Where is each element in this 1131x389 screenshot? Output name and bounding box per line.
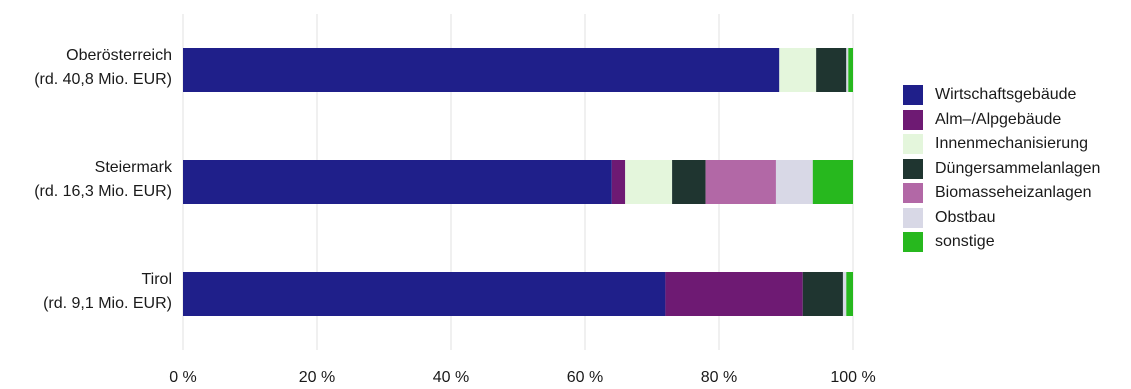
bar-segment <box>842 272 847 316</box>
legend-swatch <box>903 134 923 155</box>
legend-item: Düngersammelanlagen <box>903 157 1100 182</box>
bar-segments <box>183 48 853 316</box>
bar-segment <box>812 160 853 204</box>
bar-segment <box>183 272 666 316</box>
x-tick-labels: 0 % 20 % 40 % 60 % 80 % 100 % <box>169 369 875 386</box>
bar-segment <box>802 272 843 316</box>
legend-item: Wirtschaftsgebäude <box>903 83 1100 108</box>
legend-item: Alm–/Alpgebäude <box>903 108 1100 133</box>
legend-label: Innenmechanisierung <box>935 135 1088 153</box>
legend-item: Obstbau <box>903 206 1100 231</box>
bar-segment <box>848 48 853 92</box>
legend-swatch <box>903 109 923 130</box>
legend-item: sonstige <box>903 230 1100 255</box>
legend-label: Obstbau <box>935 208 996 226</box>
category-label: Tirol (rd. 9,1 Mio. EUR) <box>2 268 172 316</box>
bar-segment <box>816 48 847 92</box>
x-tick-label: 20 % <box>299 369 335 386</box>
bar-segment <box>672 160 706 204</box>
x-tick-label: 80 % <box>701 369 737 386</box>
bar-segment <box>183 48 780 92</box>
category-amount: (rd. 9,1 Mio. EUR) <box>43 295 172 312</box>
bar-segment <box>779 48 817 92</box>
legend-label: Alm–/Alpgebäude <box>935 110 1062 128</box>
bar-segment <box>705 160 776 204</box>
legend-label: Düngersammelanlagen <box>935 159 1101 177</box>
x-tick-label: 100 % <box>830 369 875 386</box>
legend-item: Biomasseheizanlagen <box>903 181 1100 206</box>
bar-segment <box>775 160 813 204</box>
category-amount: (rd. 40,8 Mio. EUR) <box>34 71 172 88</box>
legend-swatch <box>903 232 923 253</box>
legend-swatch <box>903 207 923 228</box>
category-name: Tirol <box>141 271 172 288</box>
legend-label: sonstige <box>935 233 995 251</box>
category-amount: (rd. 16,3 Mio. EUR) <box>34 183 172 200</box>
legend: Wirtschaftsgebäude Alm–/Alpgebäude Innenme… <box>903 83 1100 255</box>
bar-segment <box>665 272 803 316</box>
legend-swatch <box>903 85 923 106</box>
x-tick-label: 60 % <box>567 369 603 386</box>
legend-item: Innenmechanisierung <box>903 132 1100 157</box>
category-label: Steiermark (rd. 16,3 Mio. EUR) <box>2 156 172 204</box>
bar-segment <box>611 160 626 204</box>
bar-segment <box>846 48 849 92</box>
legend-label: Biomasseheizanlagen <box>935 184 1092 202</box>
category-name: Steiermark <box>94 159 172 176</box>
legend-swatch <box>903 158 923 179</box>
category-name: Oberösterreich <box>66 47 172 64</box>
x-tick-label: 0 % <box>169 369 197 386</box>
x-tick-label: 40 % <box>433 369 469 386</box>
bar-segment <box>183 160 612 204</box>
category-label: Oberösterreich (rd. 40,8 Mio. EUR) <box>2 44 172 92</box>
bar-segment <box>625 160 673 204</box>
legend-label: Wirtschaftsgebäude <box>935 86 1077 104</box>
legend-swatch <box>903 183 923 204</box>
bar-segment <box>846 272 853 316</box>
